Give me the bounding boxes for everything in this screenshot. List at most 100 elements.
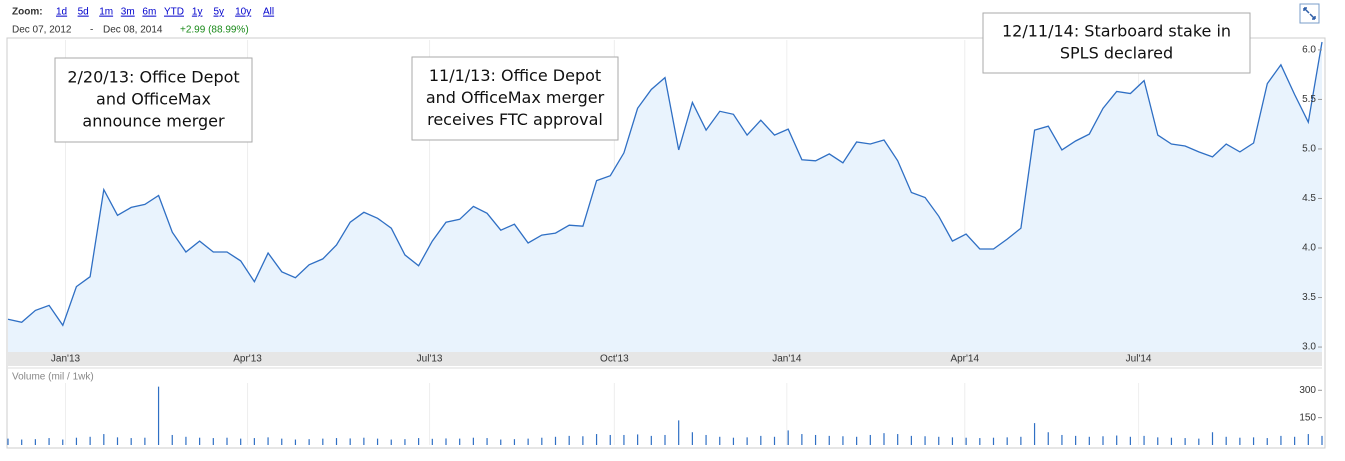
zoom-option[interactable]: 5y bbox=[214, 7, 225, 18]
zoom-option[interactable]: 1m bbox=[99, 7, 113, 18]
volume-bar bbox=[814, 434, 817, 445]
zoom-option[interactable]: All bbox=[263, 7, 274, 18]
zoom-option[interactable]: 1y bbox=[192, 7, 203, 18]
volume-bar bbox=[1198, 438, 1200, 445]
volume-bar bbox=[103, 434, 105, 445]
volume-bar bbox=[294, 439, 297, 445]
zoom-option[interactable]: YTD bbox=[164, 7, 184, 18]
volume-bar bbox=[1280, 435, 1282, 445]
volume-bar bbox=[116, 437, 119, 445]
volume-bar bbox=[924, 436, 926, 445]
volume-bar bbox=[253, 438, 255, 445]
annotation-text: and OfficeMax bbox=[96, 90, 211, 109]
volume-bar bbox=[705, 434, 707, 445]
volume-bar bbox=[404, 439, 406, 445]
volume-bar bbox=[1307, 434, 1309, 445]
volume-bar bbox=[157, 386, 160, 445]
y-tick-label: 3.5 bbox=[1302, 292, 1316, 303]
volume-bar bbox=[1170, 437, 1173, 445]
zoom-option[interactable]: 10y bbox=[235, 7, 251, 18]
volume-bar bbox=[773, 436, 776, 445]
range-end: Dec 08, 2014 bbox=[103, 25, 163, 36]
x-tick-label: Jul'14 bbox=[1126, 354, 1152, 365]
volume-bar bbox=[965, 437, 967, 445]
annotation-text: announce merger bbox=[82, 112, 225, 131]
volume-bar bbox=[637, 434, 639, 445]
zoom-out-button[interactable] bbox=[1299, 3, 1320, 24]
volume-bar bbox=[431, 438, 433, 445]
volume-bar bbox=[75, 437, 78, 445]
volume-bar bbox=[1321, 435, 1323, 445]
volume-bar bbox=[691, 432, 693, 445]
zoom-option[interactable]: 6m bbox=[142, 7, 156, 18]
annotation-text: receives FTC approval bbox=[427, 110, 603, 129]
volume-bar bbox=[842, 436, 844, 445]
y-tick-label: 150 bbox=[1299, 412, 1316, 423]
volume-bar bbox=[34, 439, 36, 445]
y-tick-label: 6.0 bbox=[1302, 45, 1316, 56]
volume-bar bbox=[390, 439, 392, 445]
x-tick-label: Oct'13 bbox=[600, 354, 629, 365]
y-tick-label: 300 bbox=[1299, 385, 1316, 396]
x-tick-label: Jan'14 bbox=[772, 354, 802, 365]
volume-bar bbox=[212, 438, 214, 445]
volume-bar bbox=[376, 438, 379, 445]
zoom-option[interactable]: 1d bbox=[56, 7, 67, 18]
volume-bar bbox=[7, 438, 9, 445]
x-tick-label: Jan'13 bbox=[51, 354, 81, 365]
volume-bar bbox=[1239, 437, 1241, 445]
volume-bar bbox=[21, 439, 23, 445]
y-tick-label: 4.0 bbox=[1302, 243, 1316, 254]
volume-bar bbox=[335, 438, 338, 445]
volume-bar bbox=[869, 434, 871, 445]
chart-frame bbox=[6, 37, 1326, 449]
volume-bar bbox=[979, 438, 981, 445]
volume-bar bbox=[623, 434, 625, 445]
volume-bar bbox=[459, 438, 461, 445]
volume-bar bbox=[609, 434, 611, 445]
x-tick-label: Jul'13 bbox=[417, 354, 443, 365]
x-tick-label: Apr'13 bbox=[233, 354, 262, 365]
volume-bar bbox=[144, 437, 146, 445]
volume-bar bbox=[349, 438, 351, 445]
volume-bar bbox=[513, 439, 516, 445]
zoom-label: Zoom: bbox=[12, 7, 43, 18]
zoom-option[interactable]: 3m bbox=[121, 7, 135, 18]
price-area bbox=[8, 42, 1322, 352]
volume-bar bbox=[171, 434, 173, 445]
volume-bar bbox=[801, 434, 803, 445]
volume-bar bbox=[719, 436, 721, 445]
volume-bar bbox=[1047, 432, 1049, 445]
volume-bar bbox=[267, 437, 269, 445]
volume-bar bbox=[554, 436, 557, 445]
volume-bar bbox=[185, 436, 187, 445]
y-tick-label: 3.0 bbox=[1302, 342, 1316, 353]
volume-bar bbox=[582, 436, 584, 445]
volume-bar bbox=[1033, 423, 1036, 445]
volume-bar bbox=[746, 437, 748, 445]
zoom-out-icon bbox=[1303, 7, 1316, 20]
volume-bar bbox=[226, 437, 228, 445]
annotation-text: SPLS declared bbox=[1060, 44, 1173, 63]
y-tick-label: 5.5 bbox=[1302, 94, 1316, 105]
volume-bar bbox=[527, 438, 529, 445]
y-tick-label: 5.0 bbox=[1302, 144, 1316, 155]
zoom-option[interactable]: 5d bbox=[78, 7, 89, 18]
x-tick-label: Apr'14 bbox=[950, 354, 979, 365]
volume-bar bbox=[1075, 435, 1077, 445]
price-line bbox=[7, 41, 1323, 327]
volume-bar bbox=[130, 438, 132, 445]
volume-bar bbox=[500, 439, 502, 445]
volume-bar bbox=[1020, 436, 1022, 445]
volume-bar bbox=[732, 437, 735, 445]
volume-bar bbox=[938, 436, 940, 445]
volume-bar bbox=[1225, 436, 1227, 445]
volume-bar bbox=[1088, 436, 1090, 445]
annotation-box bbox=[411, 56, 619, 141]
volume-bar bbox=[897, 434, 899, 445]
volume-bar bbox=[445, 438, 447, 445]
volume-bar bbox=[199, 437, 201, 445]
volume-bar bbox=[760, 435, 762, 445]
annotation-box bbox=[54, 57, 253, 143]
